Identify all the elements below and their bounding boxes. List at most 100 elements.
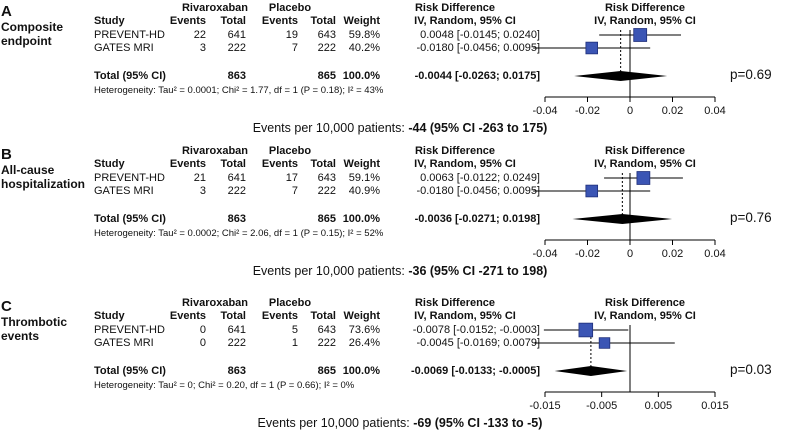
ci-value: -0.0078 [-0.0152; -0.0003] <box>412 324 540 336</box>
risk-difference-plot-subheader: IV, Random, 95% CI <box>594 158 696 170</box>
panel-title: Thrombotic events <box>1 315 67 343</box>
events1-column-header: Events <box>169 310 206 322</box>
weight-column-header: Weight <box>343 15 380 27</box>
total2-sum: 865 <box>317 213 336 225</box>
weight-value: 59.8% <box>348 29 380 41</box>
ci-value: -0.0180 [-0.0456; 0.0095] <box>416 185 540 197</box>
weight-value: 40.9% <box>348 185 380 197</box>
weight-value: 73.6% <box>348 324 380 336</box>
total2-sum: 865 <box>317 365 336 377</box>
pooled-estimate-diamond <box>574 71 668 81</box>
total1-value: 641 <box>227 29 246 41</box>
study-estimate-square <box>598 337 611 349</box>
total1-sum: 863 <box>227 70 246 82</box>
events1-column-header: Events <box>169 15 206 27</box>
weight-column-header: Weight <box>343 310 380 322</box>
risk-difference-header: Risk Difference <box>414 2 496 14</box>
panel-letter: A <box>1 3 12 20</box>
group1-header: Rivaroxaban <box>181 145 249 157</box>
events1-column-header: Events <box>169 158 206 170</box>
study-column-header: Study <box>94 310 125 322</box>
x-axis-tick-label: 0.04 <box>704 105 725 117</box>
events-estimate: -36 (95% CI -271 to 198) <box>408 264 548 278</box>
total1-value: 222 <box>227 185 246 197</box>
events-per-10000: Events per 10,000 patients: -36 (95% CI … <box>0 264 800 278</box>
weight-value: 40.2% <box>348 42 380 54</box>
total2-value: 222 <box>317 185 336 197</box>
weight-column-header: Weight <box>343 158 380 170</box>
study-estimate-square <box>633 28 648 42</box>
x-axis-tick-label: 0.02 <box>662 248 683 260</box>
pooled-estimate-diamond <box>572 214 673 224</box>
study-name: GATES MRI <box>94 337 154 349</box>
total2-column-header: Total <box>310 158 336 170</box>
p-value: p=0.69 <box>730 67 772 82</box>
panel-letter: B <box>1 146 12 163</box>
group1-header: Rivaroxaban <box>181 2 249 14</box>
study-name: GATES MRI <box>94 42 154 54</box>
heterogeneity-stats: Heterogeneity: Tau² = 0.0002; Chi² = 2.0… <box>94 228 384 239</box>
study-name: PREVENT-HD <box>94 29 165 41</box>
study-column-header: Study <box>94 158 125 170</box>
pooled-estimate-diamond <box>554 366 628 376</box>
events-estimate: -44 (95% CI -263 to 175) <box>408 121 548 135</box>
risk-difference-plot-header: Risk Difference <box>604 2 686 14</box>
risk-difference-plot-header: Risk Difference <box>604 297 686 309</box>
events1-value: 22 <box>193 29 206 41</box>
panel-title: All-cause hospitalization <box>1 163 85 191</box>
ci-value: -0.0180 [-0.0456; 0.0095] <box>416 42 540 54</box>
events1-value: 3 <box>199 185 206 197</box>
total-ci: -0.0044 [-0.0263; 0.0175] <box>414 70 540 82</box>
events-label: Events per 10,000 patients: <box>252 121 409 135</box>
total2-sum: 865 <box>317 70 336 82</box>
forest-plot: -0.015 -0.005 0.005 0.015 <box>529 322 729 412</box>
x-axis-tick-label: -0.02 <box>575 105 600 117</box>
group2-header: Placebo <box>268 145 312 157</box>
study-column-header: Study <box>94 15 125 27</box>
total2-value: 222 <box>317 337 336 349</box>
events2-value: 19 <box>285 29 298 41</box>
total1-value: 222 <box>227 42 246 54</box>
events2-column-header: Events <box>261 15 298 27</box>
events2-value: 1 <box>291 337 298 349</box>
events2-value: 17 <box>285 172 298 184</box>
events-label: Events per 10,000 patients: <box>257 416 414 430</box>
events1-value: 3 <box>199 42 206 54</box>
x-axis-tick-label: 0.04 <box>704 248 725 260</box>
total-label: Total (95% CI) <box>94 70 166 82</box>
ci-value: 0.0063 [-0.0122; 0.0249] <box>420 172 540 184</box>
x-axis-tick-label: -0.02 <box>575 248 600 260</box>
study-estimate-square <box>636 171 651 185</box>
total1-value: 641 <box>227 324 246 336</box>
x-axis-tick-label: -0.04 <box>532 248 557 260</box>
risk-difference-header: Risk Difference <box>414 297 496 309</box>
events1-value: 0 <box>199 324 206 336</box>
study-name: PREVENT-HD <box>94 324 165 336</box>
total1-sum: 863 <box>227 365 246 377</box>
x-axis-tick-label: -0.005 <box>586 400 617 412</box>
group2-header: Placebo <box>268 297 312 309</box>
heterogeneity-stats: Heterogeneity: Tau² = 0.0001; Chi² = 1.7… <box>94 85 384 96</box>
risk-difference-header: Risk Difference <box>414 145 496 157</box>
panel-title: Composite endpoint <box>1 20 64 48</box>
forest-plot: -0.04 -0.02 0 0.02 0.04 <box>532 28 726 117</box>
p-value: p=0.76 <box>730 210 772 225</box>
x-axis-tick-label: 0.005 <box>645 400 673 412</box>
x-axis-tick-label: 0.02 <box>662 105 683 117</box>
risk-difference-plot-subheader: IV, Random, 95% CI <box>594 15 696 27</box>
total1-value: 222 <box>227 337 246 349</box>
total2-value: 222 <box>317 42 336 54</box>
x-axis-tick-label: 0 <box>627 105 633 117</box>
study-estimate-square <box>585 184 599 198</box>
total1-column-header: Total <box>220 310 246 322</box>
events-estimate: -69 (95% CI -133 to -5) <box>413 416 543 430</box>
x-axis-tick-label: 0.015 <box>701 400 729 412</box>
total-weight: 100.0% <box>342 213 380 225</box>
total-label: Total (95% CI) <box>94 365 166 377</box>
events-per-10000: Events per 10,000 patients: -44 (95% CI … <box>0 121 800 135</box>
events2-column-header: Events <box>261 310 298 322</box>
total1-sum: 863 <box>227 213 246 225</box>
heterogeneity-stats: Heterogeneity: Tau² = 0; Chi² = 0.20, df… <box>94 380 355 391</box>
total2-column-header: Total <box>310 310 336 322</box>
events2-value: 7 <box>291 185 298 197</box>
